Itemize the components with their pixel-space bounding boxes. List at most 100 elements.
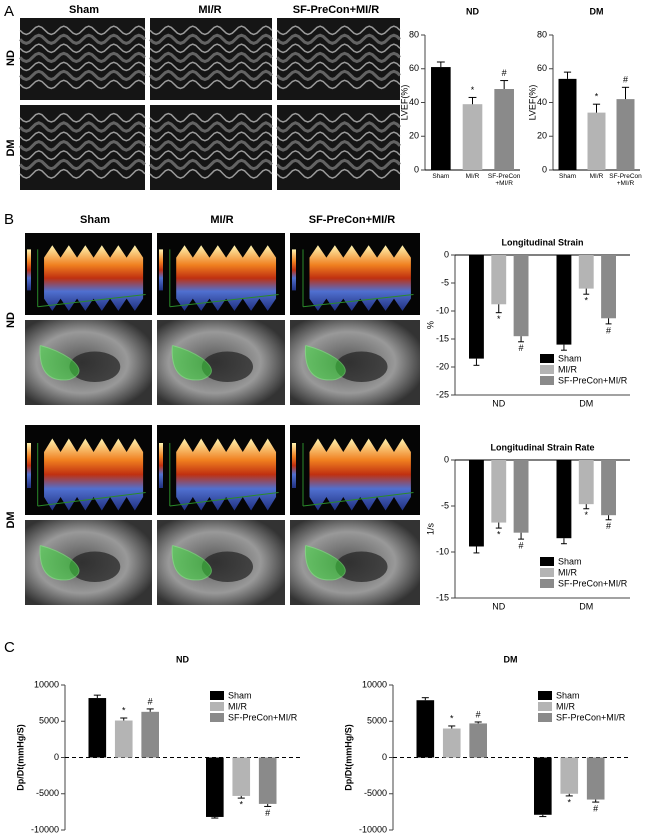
panel-label: A (4, 3, 14, 20)
echo-trace (148, 51, 274, 64)
echo-trace (19, 61, 146, 72)
echo-trace (276, 79, 401, 90)
column-header: Sham (69, 4, 99, 16)
bar (513, 255, 529, 337)
bar (258, 757, 277, 804)
echo-trace (149, 112, 273, 123)
x-label-box: SF-PreCon +MI/R (488, 173, 521, 187)
y-tick-label: 60 (409, 63, 419, 73)
bar (556, 255, 572, 345)
echo-trace (148, 69, 274, 82)
strain-surface (309, 438, 411, 511)
significance-mark: # (519, 540, 524, 550)
significance-mark: * (450, 713, 454, 723)
x-tick-label: MI/R (465, 173, 480, 180)
echo-trace (149, 168, 273, 179)
x-tick-label: DM (579, 601, 593, 611)
y-tick-label: 60 (537, 63, 547, 73)
bar (578, 460, 594, 505)
significance-mark: * (497, 314, 501, 324)
column-header: MI/R (198, 4, 221, 16)
strain-grid (37, 443, 146, 507)
strain-grid (302, 249, 414, 308)
echo-trace (19, 25, 146, 36)
echo-trace (19, 150, 146, 161)
legend-label: MI/R (558, 364, 577, 374)
column-header: SF-PreCon+MI/R (309, 214, 396, 226)
echo-trace (276, 25, 401, 36)
strain-tracking (39, 345, 80, 381)
cavity (335, 551, 388, 583)
echo-trace (18, 69, 147, 82)
echo-trace (275, 51, 402, 64)
panel-label: C (4, 639, 15, 656)
echo-trace (19, 131, 146, 142)
legend-swatch (540, 376, 554, 385)
echo-trace (149, 79, 273, 90)
legend-label: Sham (558, 556, 582, 566)
y-tick-label: 80 (409, 29, 419, 39)
strain-tracking (171, 345, 212, 381)
color-scale (292, 249, 296, 291)
strain-surface (176, 245, 277, 311)
significance-mark: # (265, 808, 270, 818)
echo-trace (149, 150, 273, 161)
echo-trace (149, 61, 273, 72)
legend-label: MI/R (558, 567, 577, 577)
row-label: ND (5, 312, 17, 328)
legend-swatch (540, 568, 554, 577)
echo-trace (276, 61, 401, 72)
legend-label: Sham (228, 690, 252, 700)
significance-mark: # (148, 696, 153, 706)
echo-trace (18, 51, 147, 64)
legend-swatch (540, 557, 554, 566)
significance-mark: # (606, 521, 611, 531)
bar (469, 460, 484, 547)
echo-trace (275, 33, 402, 46)
significance-mark: * (584, 296, 588, 306)
strain-tracking (39, 545, 80, 581)
significance-mark: * (239, 799, 243, 809)
cavity (69, 551, 121, 583)
bar (560, 757, 579, 794)
x-tick-label: ND (492, 601, 505, 611)
bar (469, 723, 487, 758)
strain-surface (309, 245, 411, 311)
y-tick-label: -10000 (31, 824, 59, 834)
y-tick-label: 0 (54, 752, 59, 762)
bar (578, 255, 594, 289)
x-tick-label: Sham (559, 173, 576, 180)
significance-mark: * (497, 529, 501, 539)
y-tick-label: 0 (414, 164, 419, 174)
y-tick-label: -10 (436, 546, 449, 556)
bar (491, 255, 507, 305)
y-tick-label: -20 (436, 361, 449, 371)
bar (601, 255, 616, 319)
echo-trace (275, 69, 402, 82)
y-tick-label: -25 (436, 389, 449, 399)
bar (431, 67, 451, 170)
row-label: DM (5, 511, 17, 528)
x-label-box: SF-PreCon +MI/R (609, 173, 642, 187)
bar (114, 720, 133, 758)
significance-mark: * (471, 85, 475, 95)
echo-trace (149, 131, 273, 142)
y-axis-label: % (425, 321, 435, 329)
bar (556, 460, 572, 539)
chart-title: ND (176, 654, 189, 664)
echo-trace (148, 158, 274, 171)
strain-grid (37, 249, 146, 308)
y-tick-label: 10000 (34, 679, 59, 689)
cavity (69, 351, 121, 383)
x-tick-label: MI/R (589, 173, 604, 180)
y-tick-label: 80 (537, 29, 547, 39)
y-axis-label: LVEF(%) (399, 85, 409, 121)
color-scale (27, 443, 31, 488)
significance-mark: # (519, 343, 524, 353)
x-tick-label: DM (579, 398, 593, 408)
strain-surface (44, 245, 144, 311)
echo-trace (276, 43, 401, 54)
y-tick-label: -15 (436, 592, 449, 602)
legend-swatch (540, 365, 554, 374)
bar (442, 728, 461, 758)
